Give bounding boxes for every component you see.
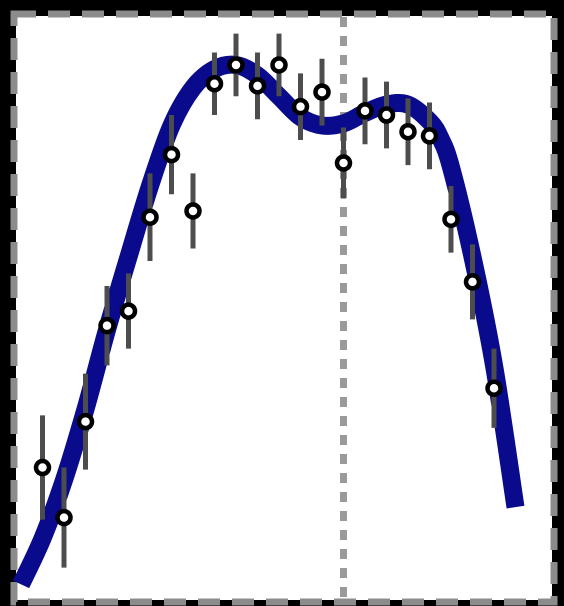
data-point bbox=[33, 458, 52, 477]
data-point bbox=[485, 379, 503, 398]
data-point bbox=[356, 102, 374, 120]
data-point bbox=[76, 412, 95, 431]
data-point bbox=[248, 77, 267, 95]
plot-frame bbox=[10, 10, 558, 606]
data-point bbox=[184, 202, 202, 220]
data-point bbox=[55, 508, 73, 527]
data-point bbox=[334, 154, 353, 172]
data-point bbox=[291, 97, 310, 116]
data-point bbox=[119, 302, 138, 320]
data-point bbox=[399, 122, 417, 141]
data-point bbox=[98, 316, 116, 335]
data-point bbox=[141, 208, 159, 226]
data-point bbox=[270, 56, 288, 74]
data-point bbox=[313, 83, 331, 101]
data-point bbox=[227, 56, 245, 74]
data-point bbox=[162, 145, 181, 164]
data-point bbox=[463, 273, 482, 291]
data-point-layer bbox=[33, 56, 503, 527]
data-point bbox=[377, 106, 396, 124]
data-point bbox=[420, 127, 439, 145]
data-point bbox=[205, 74, 224, 93]
data-point bbox=[442, 210, 460, 229]
